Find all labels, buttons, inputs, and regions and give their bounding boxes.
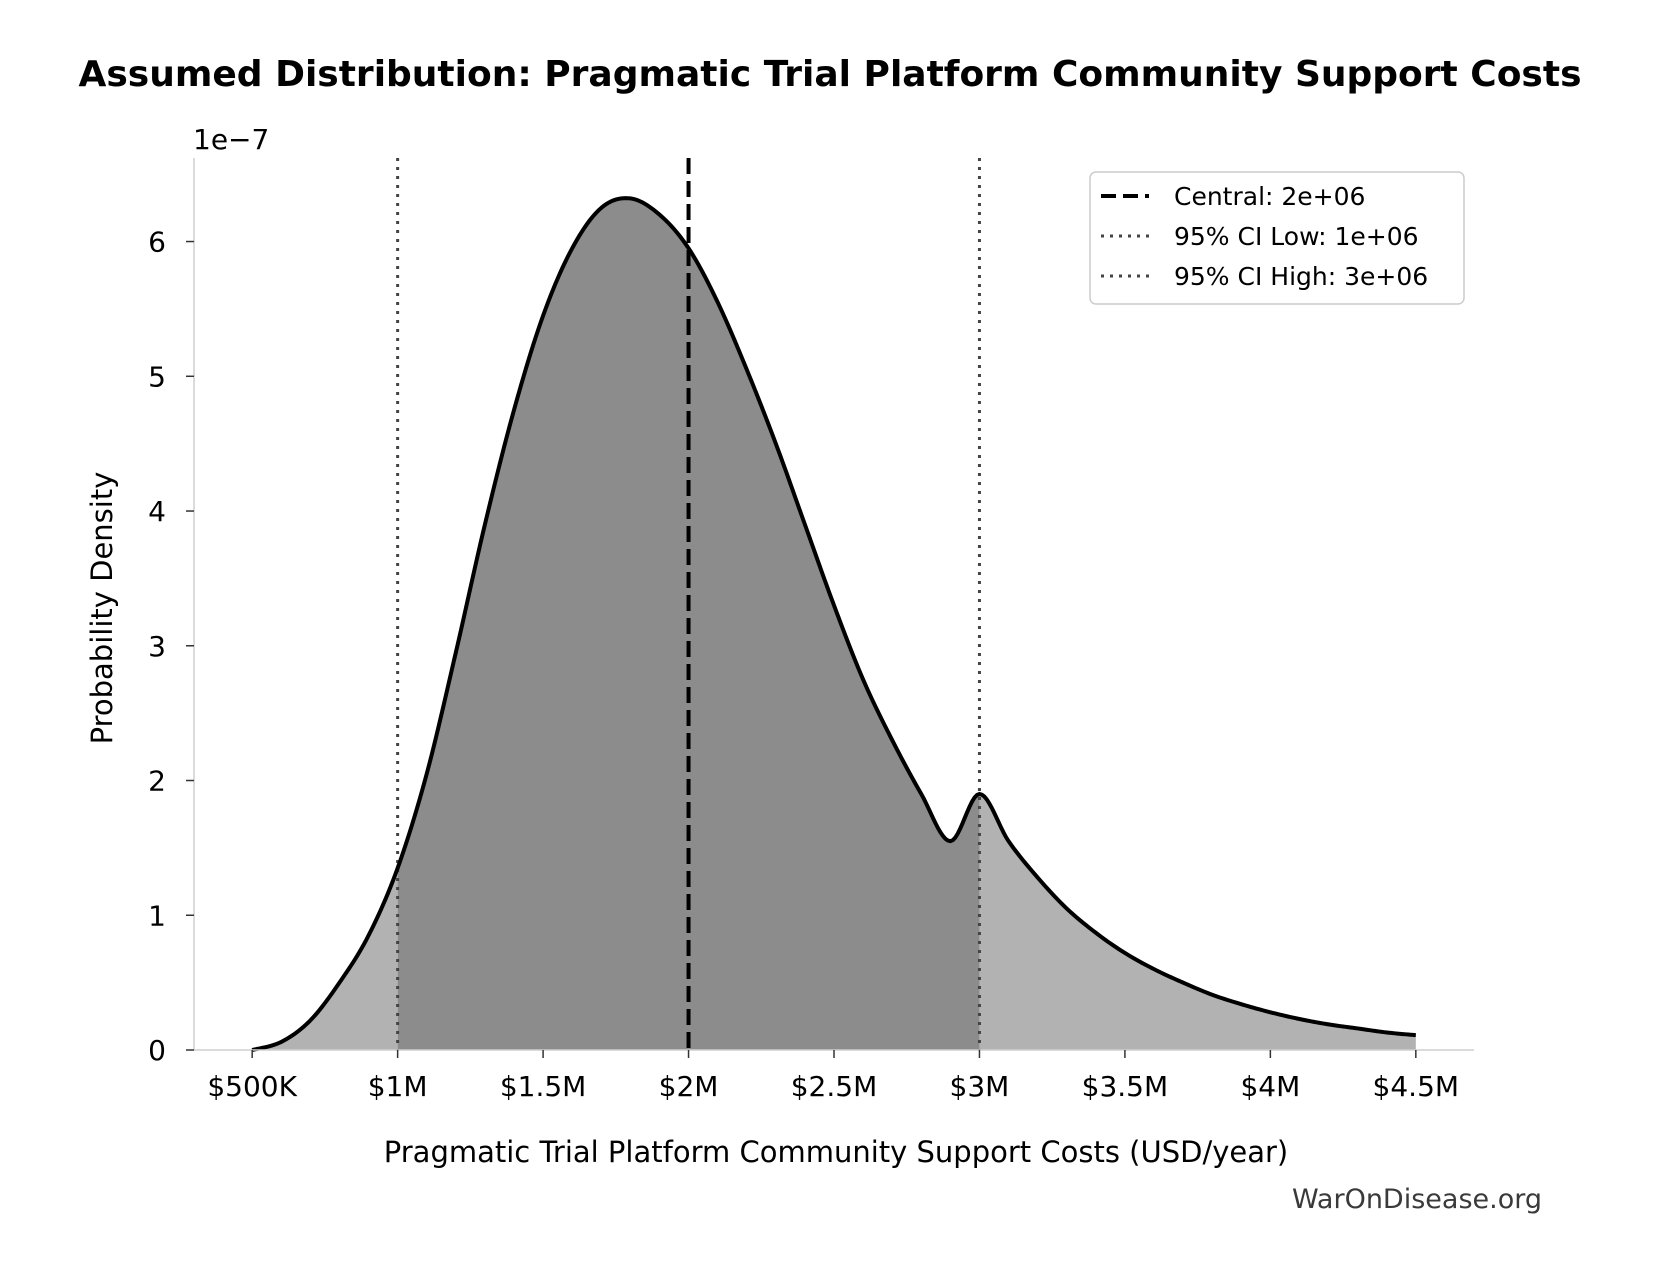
legend-central-label: Central: 2e+06 <box>1174 182 1365 211</box>
legend-ci-low-label: 95% CI Low: 1e+06 <box>1174 222 1419 251</box>
x-tick-label: $2M <box>659 1070 719 1103</box>
x-tick-label: $3M <box>950 1070 1010 1103</box>
y-tick-label: 4 <box>148 495 166 528</box>
y-tick-label: 3 <box>148 630 166 663</box>
x-tick-label: $2.5M <box>791 1070 878 1103</box>
y-axis-label: Probability Density <box>85 472 119 745</box>
density-curve <box>251 196 1417 1052</box>
x-tick-label: $1M <box>368 1070 428 1103</box>
x-tick-label: $500K <box>207 1070 297 1103</box>
y-tick-label: 0 <box>148 1034 166 1067</box>
tail-fill-left <box>252 868 398 1050</box>
x-tick-label: $4M <box>1240 1070 1300 1103</box>
x-tick-label: $4.5M <box>1373 1070 1460 1103</box>
tail-fill-right <box>979 793 1416 1050</box>
x-ticks: $500K $1M $1.5M $2M $2.5M $3M $3.5M $4M $4.5M <box>207 1050 1459 1103</box>
x-tick-label: $1.5M <box>500 1070 587 1103</box>
reference-lines <box>396 158 981 1050</box>
legend-ci-high-label: 95% CI High: 3e+06 <box>1174 262 1428 291</box>
y-tick-label: 1 <box>148 899 166 932</box>
legend: Central: 2e+06 95% CI Low: 1e+06 95% CI … <box>1089 171 1465 305</box>
y-scale-label: 1e−7 <box>193 123 269 156</box>
y-ticks: 0 1 2 3 4 5 6 <box>148 226 194 1067</box>
x-tick-label: $3.5M <box>1082 1070 1169 1103</box>
x-axis-label: Pragmatic Trial Platform Community Suppo… <box>384 1135 1288 1169</box>
y-tick-label: 6 <box>148 226 166 259</box>
chart-title: Assumed Distribution: Pragmatic Trial Pl… <box>79 54 1582 95</box>
y-tick-label: 2 <box>148 765 166 798</box>
y-tick-label: 5 <box>148 360 166 393</box>
watermark: WarOnDisease.org <box>1292 1184 1542 1215</box>
density-fills <box>252 198 1416 1050</box>
legend-box <box>1089 171 1465 305</box>
